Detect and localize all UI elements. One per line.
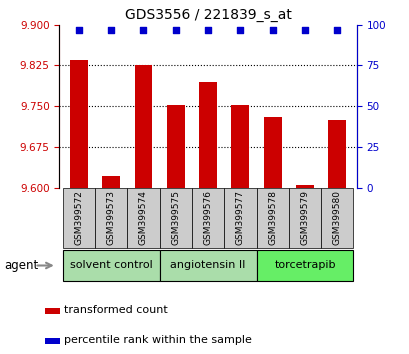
Bar (159, 188, 191, 248)
Text: GSM399572: GSM399572 (74, 190, 83, 245)
Text: GSM399574: GSM399574 (139, 190, 148, 245)
Bar (63, 250, 159, 281)
Text: GSM399575: GSM399575 (171, 190, 180, 245)
Text: transformed count: transformed count (64, 304, 168, 315)
Bar (45, 308, 59, 314)
Bar (295, 185, 313, 188)
Point (301, 27, 308, 33)
Text: GSM399576: GSM399576 (203, 190, 212, 245)
Bar (166, 105, 184, 188)
Text: torcetrapib: torcetrapib (274, 261, 335, 270)
Bar (256, 250, 353, 281)
Text: GSM399579: GSM399579 (300, 190, 309, 245)
Title: GDS3556 / 221839_s_at: GDS3556 / 221839_s_at (124, 8, 291, 22)
Bar (95, 188, 127, 248)
Point (269, 27, 275, 33)
Point (172, 27, 179, 33)
Point (140, 27, 146, 33)
Text: angiotensin II: angiotensin II (170, 261, 245, 270)
Bar (159, 250, 256, 281)
Bar (263, 117, 281, 188)
Text: GSM399580: GSM399580 (332, 190, 341, 245)
Point (333, 27, 340, 33)
Text: percentile rank within the sample: percentile rank within the sample (64, 335, 252, 345)
Text: GSM399577: GSM399577 (235, 190, 244, 245)
Text: agent: agent (4, 259, 38, 272)
Text: GSM399578: GSM399578 (267, 190, 276, 245)
Point (236, 27, 243, 33)
Bar (231, 105, 249, 188)
Text: solvent control: solvent control (70, 261, 152, 270)
Bar (288, 188, 320, 248)
Bar (134, 65, 152, 188)
Bar (328, 120, 345, 188)
Bar (45, 338, 59, 344)
Bar (320, 188, 353, 248)
Bar (70, 60, 88, 188)
Text: GSM399573: GSM399573 (106, 190, 115, 245)
Bar (224, 188, 256, 248)
Bar (63, 188, 95, 248)
Point (204, 27, 211, 33)
Point (75, 27, 82, 33)
Bar (127, 188, 159, 248)
Bar (191, 188, 224, 248)
Bar (102, 176, 120, 188)
Bar (199, 82, 216, 188)
Bar (256, 188, 288, 248)
Point (108, 27, 114, 33)
